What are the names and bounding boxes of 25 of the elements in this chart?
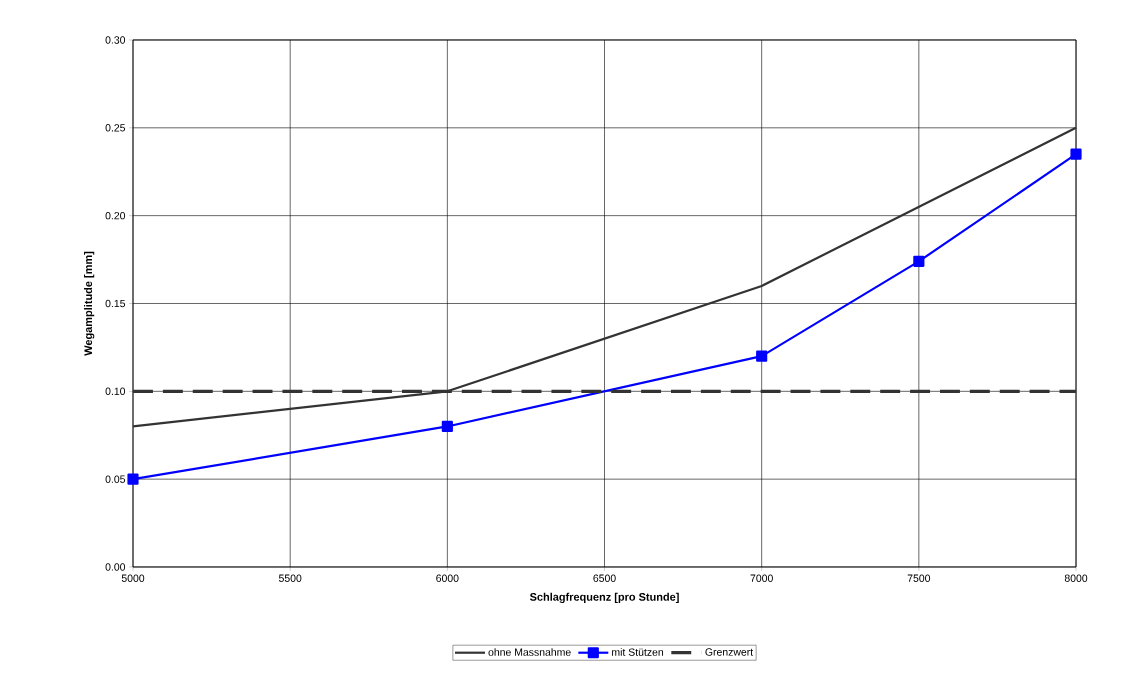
line-series [131,126,1078,428]
point [1070,148,1082,160]
x-axis-title: Schlagfrequenz [pro Stunde] [529,592,679,604]
y-tick-label: 0.25 [105,124,126,132]
x-tick-label: 7000 [750,574,773,582]
x-tick-label: 6000 [436,574,459,582]
x-tick-label: 5000 [121,574,145,582]
y-tick-label: 0.05 [105,475,126,483]
y-axis-title: Wegamplitude [mm] [84,251,95,356]
point [913,255,925,267]
point [127,473,139,485]
x-tick-label: 5500 [278,574,302,582]
y-tick-label: 0.15 [105,299,126,308]
point [441,420,453,433]
y-tick-label: 0.30 [105,36,126,44]
legend-label: ohne Massnahme [488,648,571,656]
y-tick-label: 0.00 [105,563,126,571]
legend-label: mit Stützen [612,648,664,656]
y-tick-label: 0.20 [105,211,126,220]
point [756,350,768,362]
x-tick-label: 8000 [1064,574,1088,582]
legend-label: Grenzwert [705,648,754,656]
x-tick-label: 6500 [593,574,616,582]
y-tick-label: 0.10 [105,387,126,396]
x-tick-label: 7500 [907,574,931,582]
